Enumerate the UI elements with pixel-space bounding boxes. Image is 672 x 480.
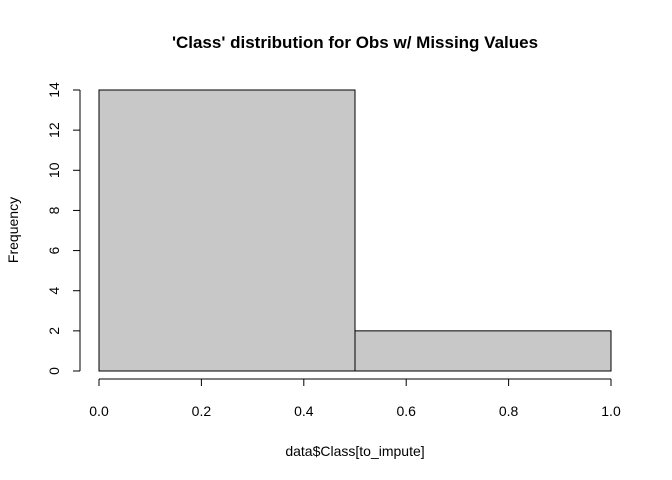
x-tick-label: 0.8 [499, 403, 519, 419]
histogram-bar-0 [98, 89, 356, 372]
bars-group [98, 89, 612, 372]
y-tick-label: 6 [46, 246, 62, 254]
chart-title: 'Class' distribution for Obs w/ Missing … [172, 33, 538, 52]
y-tick-label: 10 [46, 162, 62, 178]
y-tick-label: 2 [46, 327, 62, 335]
x-tick-label: 0.4 [294, 403, 314, 419]
x-axis-ticks: 0.0 0.2 0.4 0.6 0.8 1.0 [89, 379, 621, 419]
x-tick-label: 1.0 [601, 403, 621, 419]
y-tick-label: 8 [46, 206, 62, 214]
x-axis-label: data$Class[to_impute] [285, 443, 424, 459]
y-tick-label: 12 [46, 122, 62, 138]
y-axis-ticks: 0 2 4 6 8 10 12 14 [46, 82, 80, 375]
y-tick-label: 0 [46, 367, 62, 375]
x-tick-label: 0.0 [89, 403, 109, 419]
y-tick-label: 14 [46, 82, 62, 98]
y-axis-label: Frequency [5, 197, 21, 263]
histogram-bar-1 [354, 330, 612, 372]
y-tick-label: 4 [46, 287, 62, 295]
x-tick-label: 0.2 [192, 403, 212, 419]
x-tick-label: 0.6 [396, 403, 416, 419]
